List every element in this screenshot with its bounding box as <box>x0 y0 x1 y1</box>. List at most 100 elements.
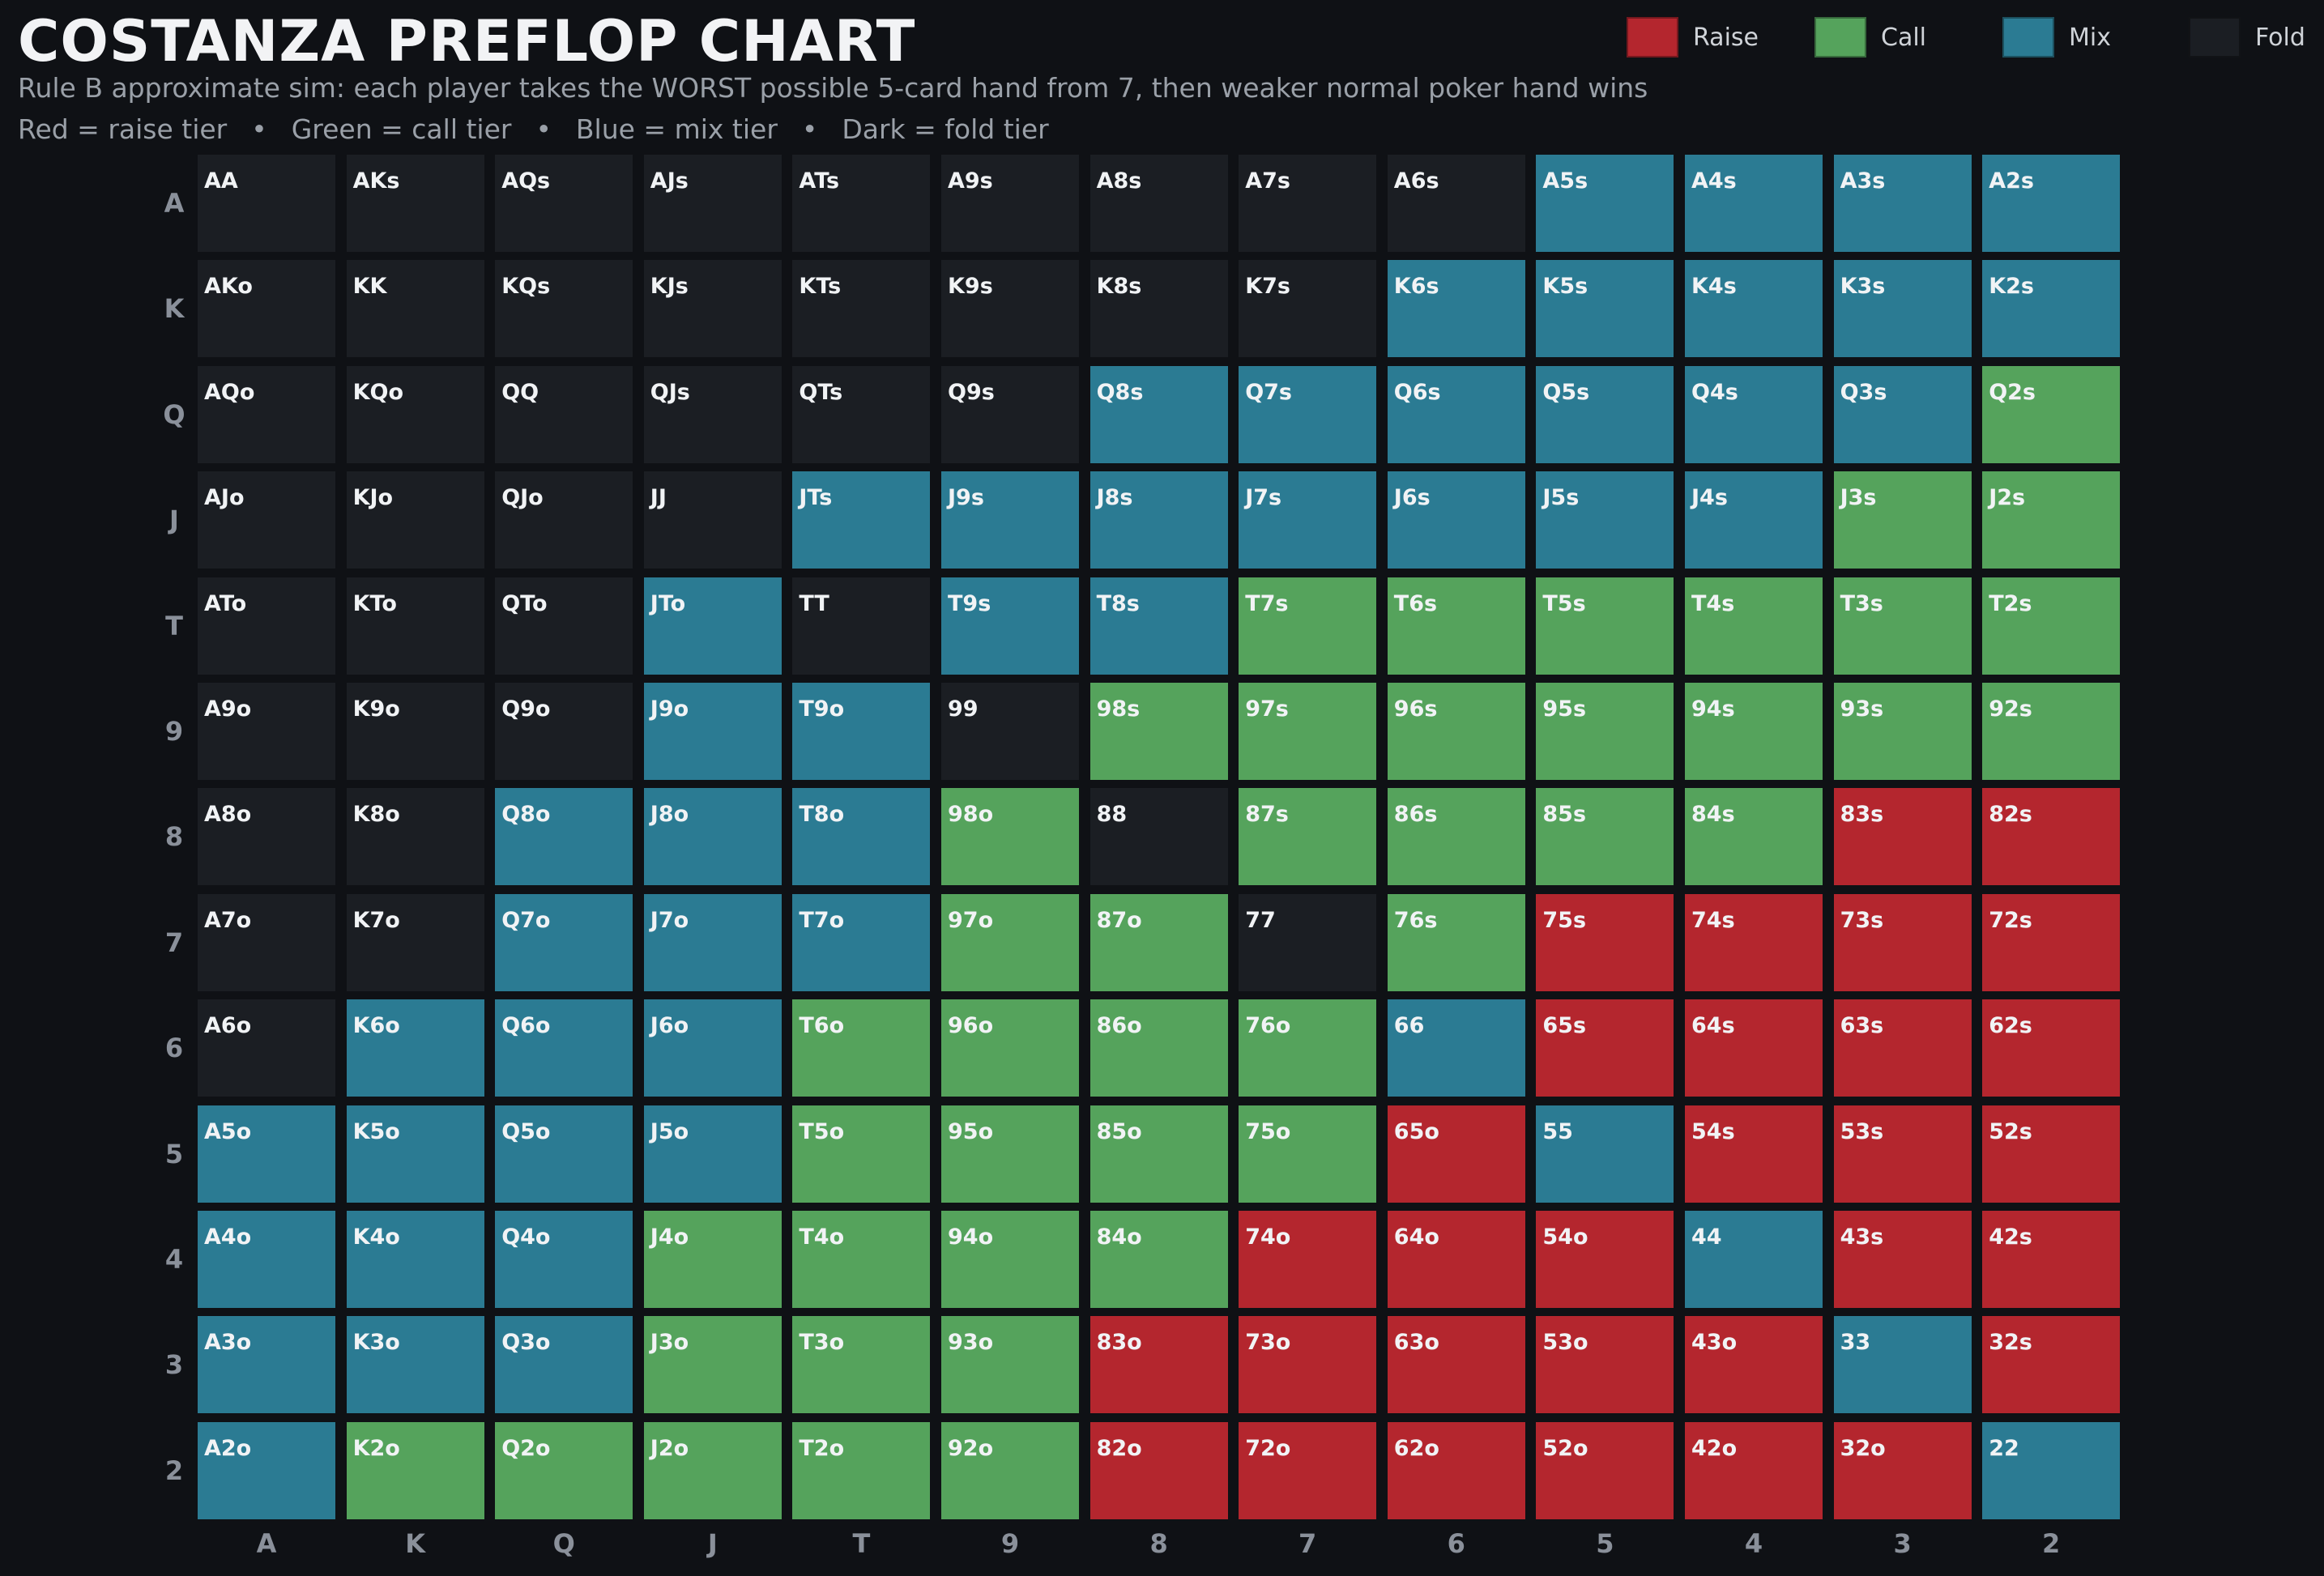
hand-cell: AA <box>198 155 335 252</box>
hand-label: ATo <box>204 590 247 616</box>
hand-label: T4s <box>1691 590 1735 616</box>
hand-cell: A7s <box>1239 155 1377 252</box>
hand-cell: AJo <box>198 471 335 569</box>
hand-cell: 95o <box>941 1105 1079 1203</box>
hand-label: T6s <box>1393 590 1438 616</box>
hand-label: J5s <box>1542 485 1580 511</box>
hand-cell: ATo <box>198 577 335 675</box>
hand-label: A5o <box>204 1118 252 1144</box>
legend-swatch-mix <box>2002 17 2054 58</box>
hand-cell: J2s <box>1982 471 2121 569</box>
hand-label: T5s <box>1542 590 1586 616</box>
hand-label: J3o <box>650 1330 689 1356</box>
column-label: 9 <box>1000 1527 1020 1559</box>
hand-cell: 44 <box>1685 1211 1823 1308</box>
hand-cell: 63s <box>1833 999 1972 1097</box>
hand-cell: A6s <box>1387 155 1525 252</box>
hand-cell: K5o <box>346 1105 484 1203</box>
hand-label: 97o <box>948 907 994 933</box>
hand-label: T2s <box>1989 590 2032 616</box>
hand-cell: Q8s <box>1090 365 1228 463</box>
hand-label: 74s <box>1691 907 1735 933</box>
hand-cell: J9s <box>941 471 1079 569</box>
hand-label: 43s <box>1840 1225 1884 1250</box>
hand-cell: AJs <box>643 155 782 252</box>
hand-cell: 94s <box>1685 683 1823 780</box>
hand-label: 52o <box>1542 1435 1588 1461</box>
hand-label: K6o <box>352 1013 400 1039</box>
hand-label: 96s <box>1393 696 1438 722</box>
hand-label: A3o <box>204 1330 252 1356</box>
hand-cell: 52s <box>1982 1105 2121 1203</box>
hand-cell: K8o <box>346 788 484 886</box>
hand-label: A4s <box>1691 168 1737 194</box>
hand-label: T4o <box>799 1225 845 1250</box>
hand-cell: 62s <box>1982 999 2121 1097</box>
hand-label: QQ <box>501 379 539 405</box>
hand-label: 93o <box>948 1330 994 1356</box>
hand-cell: 76s <box>1387 893 1525 991</box>
hand-label: A7s <box>1245 168 1290 194</box>
hand-cell: JTo <box>643 577 782 675</box>
hand-label: J6o <box>650 1013 689 1039</box>
hand-label: K3o <box>352 1330 400 1356</box>
legend-label-raise: Raise <box>1693 23 1759 52</box>
hand-label: T9o <box>799 696 845 722</box>
hand-label: 84o <box>1096 1225 1142 1250</box>
hand-cell: 86s <box>1387 788 1525 886</box>
hand-label: 33 <box>1840 1330 1871 1356</box>
hand-label: K8s <box>1096 274 1142 300</box>
hand-label: 32s <box>1989 1330 2032 1356</box>
hand-cell: 52o <box>1536 1421 1674 1519</box>
column-label: K <box>405 1527 425 1559</box>
hand-cell: J5s <box>1536 471 1674 569</box>
hand-cell: K9o <box>346 683 484 780</box>
hand-label: K7s <box>1245 274 1290 300</box>
hand-cell: K3s <box>1833 260 1972 358</box>
hand-label: 84s <box>1691 802 1735 828</box>
hand-label: 95o <box>948 1118 994 1144</box>
hand-label: TT <box>799 590 829 616</box>
hand-label: K5o <box>352 1118 400 1144</box>
hand-label: 44 <box>1691 1225 1722 1250</box>
hand-cell: J4s <box>1685 471 1823 569</box>
hand-cell: Q9s <box>941 365 1079 463</box>
hand-label: A6s <box>1393 168 1439 194</box>
hand-label: 87o <box>1096 907 1142 933</box>
hand-cell: K4s <box>1685 260 1823 358</box>
hand-cell: 32s <box>1982 1316 2121 1414</box>
hand-label: Q7s <box>1245 379 1292 405</box>
hand-cell: 83o <box>1090 1316 1228 1414</box>
hand-cell: AQo <box>198 365 335 463</box>
hand-label: J8s <box>1096 485 1133 511</box>
hand-label: J7o <box>650 907 689 933</box>
hand-label: 73o <box>1245 1330 1291 1356</box>
hand-label: 85o <box>1096 1118 1142 1144</box>
legend-item-call: Call <box>1814 16 1926 58</box>
hand-cell: 33 <box>1833 1316 1972 1414</box>
hand-cell: T5o <box>792 1105 931 1203</box>
hand-cell: 66 <box>1387 999 1525 1097</box>
hand-cell: 72s <box>1982 893 2121 991</box>
hand-label: J7s <box>1245 485 1282 511</box>
hand-label: T7o <box>799 907 845 933</box>
hand-cell: 86o <box>1090 999 1228 1097</box>
hand-label: AJs <box>650 168 689 194</box>
tier-desc-raise: Red = raise tier <box>18 113 228 145</box>
hand-label: T3s <box>1840 590 1883 616</box>
hand-cell: 96s <box>1387 683 1525 780</box>
hand-cell: QQ <box>495 365 633 463</box>
hand-label: K4o <box>352 1225 400 1250</box>
hand-label: 99 <box>948 696 979 722</box>
hand-cell: T3s <box>1833 577 1972 675</box>
hand-cell: T2o <box>792 1421 931 1519</box>
column-label: T <box>852 1527 871 1559</box>
hand-cell: 64s <box>1685 999 1823 1097</box>
hand-label: 92o <box>948 1435 994 1461</box>
hand-label: A9o <box>204 696 252 722</box>
hand-cell: 74s <box>1685 893 1823 991</box>
hand-label: T5o <box>799 1118 845 1144</box>
hand-cell: 22 <box>1982 1421 2121 1519</box>
hand-cell: K7s <box>1239 260 1377 358</box>
hand-label: 95s <box>1542 696 1587 722</box>
